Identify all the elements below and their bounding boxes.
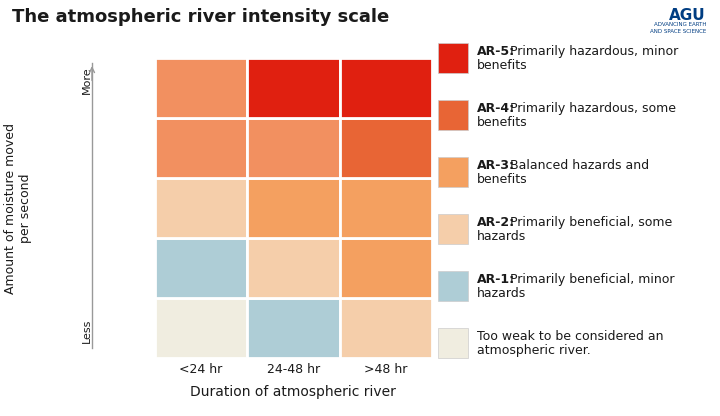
- Bar: [247, 238, 340, 298]
- Text: Primarily beneficial, some: Primarily beneficial, some: [506, 216, 672, 229]
- Bar: [438, 100, 468, 130]
- Bar: [155, 118, 247, 178]
- Bar: [438, 43, 468, 73]
- Bar: [438, 328, 468, 358]
- Bar: [340, 118, 432, 178]
- Bar: [247, 58, 340, 118]
- Text: Primarily hazardous, some: Primarily hazardous, some: [506, 102, 676, 115]
- Text: Primarily beneficial, minor: Primarily beneficial, minor: [506, 273, 675, 286]
- Bar: [340, 58, 432, 118]
- Bar: [247, 298, 340, 358]
- Text: Less: Less: [82, 318, 92, 343]
- Text: hazards: hazards: [477, 230, 526, 243]
- Text: AR-5:: AR-5:: [477, 45, 515, 58]
- Bar: [438, 271, 468, 301]
- Text: ADVANCING EARTH
AND SPACE SCIENCE: ADVANCING EARTH AND SPACE SCIENCE: [649, 22, 706, 34]
- Text: benefits: benefits: [477, 173, 528, 186]
- Bar: [247, 118, 340, 178]
- Bar: [340, 298, 432, 358]
- Bar: [155, 58, 247, 118]
- Text: Too weak to be considered an: Too weak to be considered an: [477, 330, 664, 343]
- Bar: [155, 238, 247, 298]
- Text: AR-3:: AR-3:: [477, 159, 515, 172]
- Text: AR-4:: AR-4:: [477, 102, 515, 115]
- Bar: [155, 298, 247, 358]
- Text: Amount of moisture moved
per second: Amount of moisture moved per second: [4, 122, 32, 294]
- Bar: [438, 214, 468, 244]
- Text: hazards: hazards: [477, 287, 526, 300]
- Bar: [155, 178, 247, 238]
- Text: The atmospheric river intensity scale: The atmospheric river intensity scale: [12, 8, 390, 26]
- X-axis label: Duration of atmospheric river: Duration of atmospheric river: [191, 385, 396, 399]
- Text: Balanced hazards and: Balanced hazards and: [506, 159, 649, 172]
- Text: benefits: benefits: [477, 116, 528, 129]
- Text: AR-1:: AR-1:: [477, 273, 515, 286]
- Text: Primarily hazardous, minor: Primarily hazardous, minor: [506, 45, 678, 58]
- Text: More: More: [82, 66, 92, 94]
- Text: atmospheric river.: atmospheric river.: [477, 344, 590, 357]
- Bar: [438, 157, 468, 187]
- Bar: [340, 178, 432, 238]
- Text: AGU: AGU: [670, 8, 706, 23]
- Bar: [247, 178, 340, 238]
- Text: AR-2:: AR-2:: [477, 216, 515, 229]
- Bar: [340, 238, 432, 298]
- Text: benefits: benefits: [477, 59, 528, 72]
